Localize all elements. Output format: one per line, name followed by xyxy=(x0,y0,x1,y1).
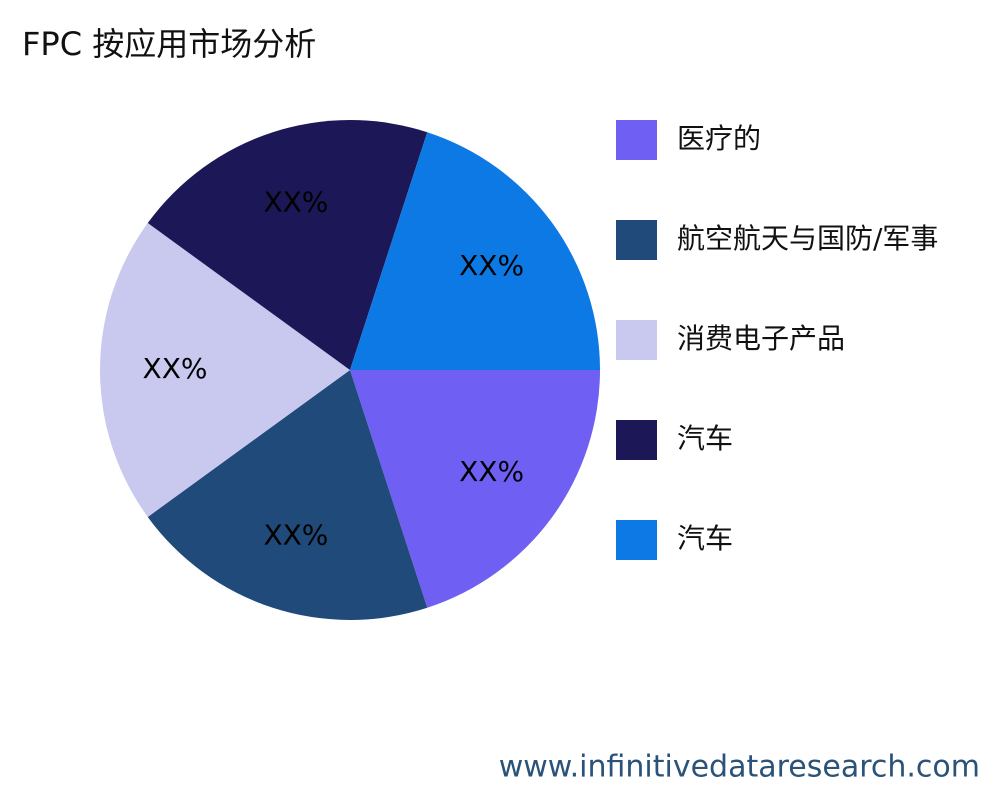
legend-swatch xyxy=(616,420,657,460)
data-label: XX% xyxy=(263,186,328,219)
data-label: XX% xyxy=(143,352,208,385)
legend-label: 消费电子产品 xyxy=(677,322,845,355)
legend-label: 医疗的 xyxy=(677,122,761,155)
pie-slice xyxy=(350,132,600,370)
footer: www.infinitivedataresearch.com xyxy=(499,750,980,785)
data-label: XX% xyxy=(459,455,524,488)
legend-label: 汽车 xyxy=(677,522,733,555)
pie-slice xyxy=(147,120,428,370)
data-label: XX% xyxy=(459,249,524,282)
pie-slice xyxy=(100,223,350,517)
pie-slice xyxy=(147,370,428,620)
legend-swatch xyxy=(616,320,657,360)
legend-label: 汽车 xyxy=(677,422,733,455)
legend-swatch xyxy=(616,520,657,560)
legend-label: 航空航天与国防/军事 xyxy=(677,222,938,255)
pie-slice xyxy=(350,370,600,608)
legend-swatch xyxy=(616,220,657,260)
chart-title: FPC 按应用市场分析 xyxy=(22,25,316,63)
legend-swatch xyxy=(616,120,657,160)
data-label: XX% xyxy=(263,518,328,551)
